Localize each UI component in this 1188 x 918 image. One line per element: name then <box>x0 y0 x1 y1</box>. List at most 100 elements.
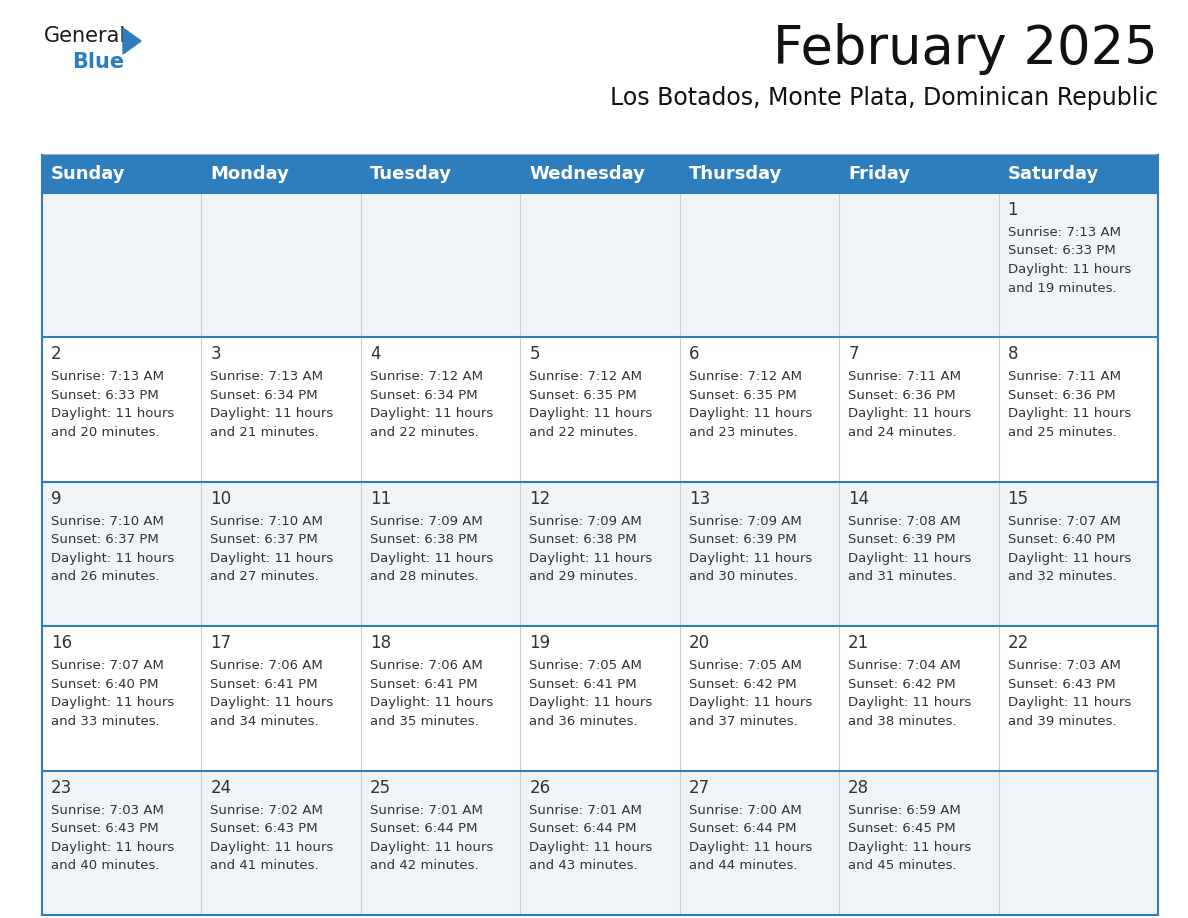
Text: Sunrise: 7:11 AM: Sunrise: 7:11 AM <box>848 370 961 384</box>
Text: 7: 7 <box>848 345 859 364</box>
Text: 22: 22 <box>1007 634 1029 652</box>
Text: Sunset: 6:43 PM: Sunset: 6:43 PM <box>51 823 159 835</box>
Text: and 22 minutes.: and 22 minutes. <box>530 426 638 439</box>
Text: Blue: Blue <box>72 52 124 72</box>
Text: and 19 minutes.: and 19 minutes. <box>1007 282 1117 295</box>
Text: and 42 minutes.: and 42 minutes. <box>369 859 479 872</box>
Text: Sunset: 6:37 PM: Sunset: 6:37 PM <box>51 533 159 546</box>
Text: and 36 minutes.: and 36 minutes. <box>530 715 638 728</box>
Text: Daylight: 11 hours: Daylight: 11 hours <box>689 841 811 854</box>
Polygon shape <box>124 28 141 54</box>
Text: Sunrise: 7:05 AM: Sunrise: 7:05 AM <box>530 659 643 672</box>
Text: Sunrise: 7:11 AM: Sunrise: 7:11 AM <box>1007 370 1120 384</box>
Text: and 38 minutes.: and 38 minutes. <box>848 715 956 728</box>
Text: Sunset: 6:39 PM: Sunset: 6:39 PM <box>689 533 796 546</box>
Bar <box>42 482 1158 626</box>
Text: Sunset: 6:39 PM: Sunset: 6:39 PM <box>848 533 956 546</box>
Text: 19: 19 <box>530 634 550 652</box>
Text: Sunrise: 7:12 AM: Sunrise: 7:12 AM <box>689 370 802 384</box>
Text: Sunrise: 7:13 AM: Sunrise: 7:13 AM <box>51 370 164 384</box>
Text: February 2025: February 2025 <box>773 23 1158 75</box>
Text: Sunrise: 7:04 AM: Sunrise: 7:04 AM <box>848 659 961 672</box>
Text: Sunset: 6:44 PM: Sunset: 6:44 PM <box>530 823 637 835</box>
Text: Sunrise: 7:06 AM: Sunrise: 7:06 AM <box>210 659 323 672</box>
Text: and 27 minutes.: and 27 minutes. <box>210 570 320 583</box>
Text: and 34 minutes.: and 34 minutes. <box>210 715 320 728</box>
Text: Tuesday: Tuesday <box>369 165 451 183</box>
Text: Sunset: 6:33 PM: Sunset: 6:33 PM <box>1007 244 1116 258</box>
Text: 5: 5 <box>530 345 539 364</box>
Text: Sunrise: 7:13 AM: Sunrise: 7:13 AM <box>1007 226 1120 239</box>
Text: Friday: Friday <box>848 165 910 183</box>
Text: and 31 minutes.: and 31 minutes. <box>848 570 956 583</box>
Text: Sunrise: 7:03 AM: Sunrise: 7:03 AM <box>1007 659 1120 672</box>
Text: and 28 minutes.: and 28 minutes. <box>369 570 479 583</box>
Text: and 29 minutes.: and 29 minutes. <box>530 570 638 583</box>
Text: Los Botados, Monte Plata, Dominican Republic: Los Botados, Monte Plata, Dominican Repu… <box>609 86 1158 110</box>
Text: Sunset: 6:44 PM: Sunset: 6:44 PM <box>369 823 478 835</box>
Text: Daylight: 11 hours: Daylight: 11 hours <box>848 408 972 420</box>
Text: Daylight: 11 hours: Daylight: 11 hours <box>369 841 493 854</box>
Text: Sunrise: 7:10 AM: Sunrise: 7:10 AM <box>51 515 164 528</box>
Text: Sunrise: 7:01 AM: Sunrise: 7:01 AM <box>369 803 482 817</box>
Text: Sunrise: 7:06 AM: Sunrise: 7:06 AM <box>369 659 482 672</box>
Text: Sunrise: 7:09 AM: Sunrise: 7:09 AM <box>369 515 482 528</box>
Text: Sunset: 6:43 PM: Sunset: 6:43 PM <box>1007 677 1116 690</box>
Text: Sunset: 6:33 PM: Sunset: 6:33 PM <box>51 389 159 402</box>
Text: Daylight: 11 hours: Daylight: 11 hours <box>530 841 652 854</box>
Text: Daylight: 11 hours: Daylight: 11 hours <box>689 696 811 710</box>
Text: and 40 minutes.: and 40 minutes. <box>51 859 159 872</box>
Text: and 25 minutes.: and 25 minutes. <box>1007 426 1117 439</box>
Text: Daylight: 11 hours: Daylight: 11 hours <box>1007 263 1131 276</box>
Text: and 32 minutes.: and 32 minutes. <box>1007 570 1117 583</box>
Text: 10: 10 <box>210 490 232 508</box>
Text: and 30 minutes.: and 30 minutes. <box>689 570 797 583</box>
Text: 28: 28 <box>848 778 870 797</box>
Text: Daylight: 11 hours: Daylight: 11 hours <box>51 841 175 854</box>
Text: 11: 11 <box>369 490 391 508</box>
Text: Daylight: 11 hours: Daylight: 11 hours <box>51 408 175 420</box>
Text: Sunrise: 7:12 AM: Sunrise: 7:12 AM <box>369 370 482 384</box>
Text: Sunrise: 7:05 AM: Sunrise: 7:05 AM <box>689 659 802 672</box>
Text: and 26 minutes.: and 26 minutes. <box>51 570 159 583</box>
Text: 12: 12 <box>530 490 550 508</box>
Text: Sunset: 6:42 PM: Sunset: 6:42 PM <box>848 677 956 690</box>
Text: 21: 21 <box>848 634 870 652</box>
Text: and 43 minutes.: and 43 minutes. <box>530 859 638 872</box>
Text: Sunset: 6:41 PM: Sunset: 6:41 PM <box>369 677 478 690</box>
Text: Daylight: 11 hours: Daylight: 11 hours <box>210 696 334 710</box>
Text: Sunrise: 7:00 AM: Sunrise: 7:00 AM <box>689 803 802 817</box>
Text: Sunset: 6:38 PM: Sunset: 6:38 PM <box>369 533 478 546</box>
Text: Daylight: 11 hours: Daylight: 11 hours <box>1007 696 1131 710</box>
Text: 2: 2 <box>51 345 62 364</box>
Text: Sunset: 6:36 PM: Sunset: 6:36 PM <box>848 389 956 402</box>
Text: Daylight: 11 hours: Daylight: 11 hours <box>530 696 652 710</box>
Text: 14: 14 <box>848 490 870 508</box>
Text: Sunrise: 7:07 AM: Sunrise: 7:07 AM <box>51 659 164 672</box>
Bar <box>42 626 1158 770</box>
Text: and 24 minutes.: and 24 minutes. <box>848 426 956 439</box>
Text: Sunset: 6:45 PM: Sunset: 6:45 PM <box>848 823 956 835</box>
Text: and 33 minutes.: and 33 minutes. <box>51 715 159 728</box>
Text: and 23 minutes.: and 23 minutes. <box>689 426 797 439</box>
Text: Sunset: 6:44 PM: Sunset: 6:44 PM <box>689 823 796 835</box>
Text: Daylight: 11 hours: Daylight: 11 hours <box>689 552 811 565</box>
Text: and 22 minutes.: and 22 minutes. <box>369 426 479 439</box>
Text: Sunset: 6:41 PM: Sunset: 6:41 PM <box>210 677 318 690</box>
Text: Daylight: 11 hours: Daylight: 11 hours <box>689 408 811 420</box>
Text: 3: 3 <box>210 345 221 364</box>
Text: Daylight: 11 hours: Daylight: 11 hours <box>848 696 972 710</box>
Text: Sunrise: 7:13 AM: Sunrise: 7:13 AM <box>210 370 323 384</box>
Text: 9: 9 <box>51 490 62 508</box>
Text: Sunrise: 6:59 AM: Sunrise: 6:59 AM <box>848 803 961 817</box>
Text: Sunset: 6:41 PM: Sunset: 6:41 PM <box>530 677 637 690</box>
Text: Daylight: 11 hours: Daylight: 11 hours <box>530 408 652 420</box>
Text: Sunday: Sunday <box>51 165 126 183</box>
Text: 1: 1 <box>1007 201 1018 219</box>
Text: Sunrise: 7:02 AM: Sunrise: 7:02 AM <box>210 803 323 817</box>
Text: Sunset: 6:38 PM: Sunset: 6:38 PM <box>530 533 637 546</box>
Text: Monday: Monday <box>210 165 290 183</box>
Text: Daylight: 11 hours: Daylight: 11 hours <box>848 841 972 854</box>
Text: Daylight: 11 hours: Daylight: 11 hours <box>530 552 652 565</box>
Text: Daylight: 11 hours: Daylight: 11 hours <box>369 408 493 420</box>
